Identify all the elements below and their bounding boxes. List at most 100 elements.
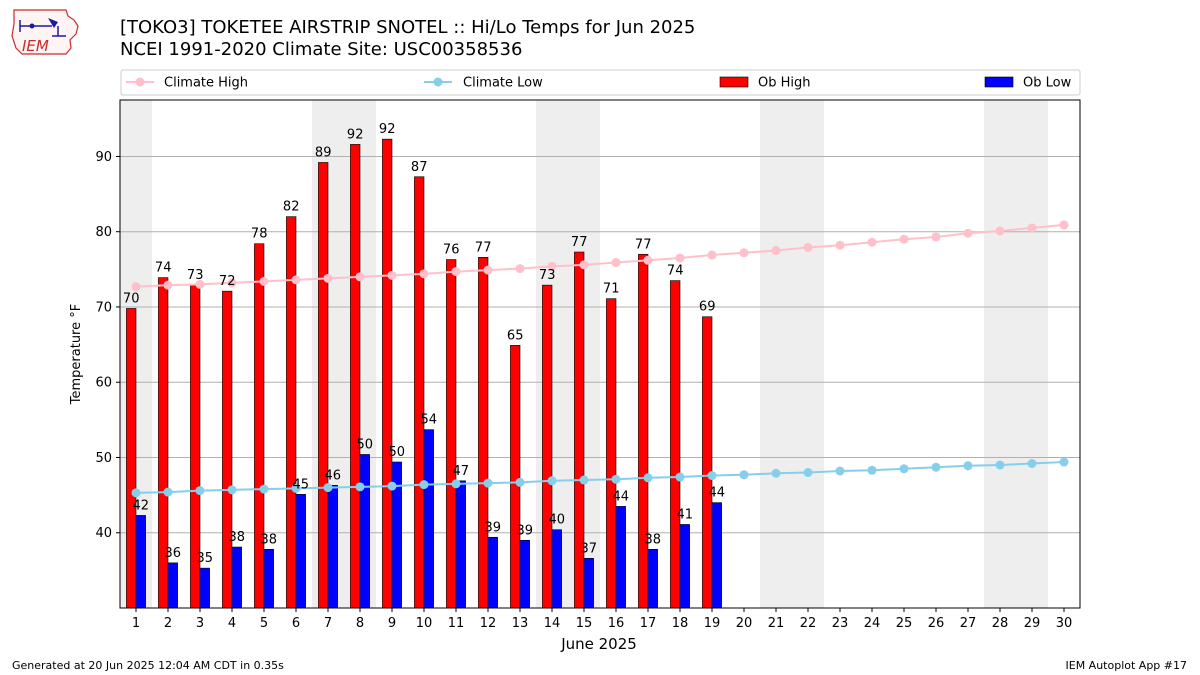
ob-high-bar bbox=[510, 345, 521, 609]
ob-low-bar bbox=[551, 529, 562, 609]
ob-high-bar bbox=[702, 316, 713, 609]
ob-low-label: 39 bbox=[485, 520, 502, 535]
weekend-band bbox=[792, 100, 824, 608]
weekend-band bbox=[984, 100, 1016, 608]
y-tick-label: 60 bbox=[95, 376, 112, 391]
ob-low-label: 38 bbox=[261, 532, 278, 547]
ob-low-bar bbox=[231, 546, 242, 609]
climate-low-point bbox=[291, 483, 301, 493]
climate-high-point bbox=[355, 272, 365, 282]
ob-high-bar bbox=[478, 256, 489, 609]
x-tick-label: 18 bbox=[672, 616, 689, 631]
climate-high-point bbox=[835, 240, 845, 250]
climate-low-point bbox=[867, 465, 877, 475]
ob-low-bar bbox=[295, 494, 306, 609]
y-tick-label: 40 bbox=[95, 526, 112, 541]
x-tick-label: 20 bbox=[736, 616, 753, 631]
ob-high-label: 92 bbox=[379, 122, 396, 137]
ob-high-bar bbox=[318, 162, 329, 609]
ob-high-label: 78 bbox=[251, 227, 268, 242]
climate-low-point bbox=[259, 484, 269, 494]
climate-high-point bbox=[611, 258, 621, 268]
x-tick-label: 30 bbox=[1056, 616, 1073, 631]
y-axis-label: Temperature °F bbox=[69, 304, 84, 405]
ob-low-bar bbox=[647, 548, 658, 609]
ob-high-bar bbox=[638, 253, 649, 609]
weekend-band bbox=[760, 100, 792, 608]
ob-high-bar bbox=[382, 138, 393, 609]
x-tick-label: 4 bbox=[228, 616, 236, 631]
x-tick-label: 10 bbox=[416, 616, 433, 631]
x-tick-label: 13 bbox=[512, 616, 529, 631]
y-tick-label: 80 bbox=[95, 225, 112, 240]
ob-low-bar bbox=[487, 536, 498, 609]
ob-low-label: 50 bbox=[389, 445, 406, 460]
y-axis: 40 50 60 70 80 90 bbox=[95, 150, 120, 541]
ob-low-label: 50 bbox=[357, 437, 374, 452]
climate-low-point bbox=[1059, 457, 1069, 467]
climate-low-point bbox=[163, 487, 173, 497]
ob-high-label: 77 bbox=[571, 235, 588, 250]
plot-frame bbox=[119, 99, 1081, 609]
ob-low-bar bbox=[583, 558, 594, 609]
climate-high-point bbox=[259, 276, 269, 286]
climate-high-point bbox=[707, 250, 717, 260]
climate-high-point bbox=[963, 228, 973, 238]
generated-timestamp: Generated at 20 Jun 2025 12:04 AM CDT in… bbox=[12, 659, 284, 672]
climate-low-point bbox=[195, 486, 205, 496]
climate-high-point bbox=[483, 265, 493, 275]
x-tick-label: 1 bbox=[132, 616, 140, 631]
climate-high-point bbox=[451, 267, 461, 277]
climate-low-point bbox=[387, 481, 397, 491]
title-line-2: NCEI 1991-2020 Climate Site: USC00358536 bbox=[120, 39, 523, 60]
climate-low-point bbox=[419, 480, 429, 490]
ob-low-label: 44 bbox=[613, 489, 630, 504]
climate-low-point bbox=[803, 468, 813, 478]
x-tick-label: 19 bbox=[704, 616, 721, 631]
x-tick-label: 9 bbox=[388, 616, 396, 631]
climate-low-point bbox=[707, 471, 717, 481]
ob-high-label: 69 bbox=[699, 300, 716, 315]
ob-low-label: 38 bbox=[229, 530, 246, 545]
ob-high-label: 65 bbox=[507, 328, 524, 343]
weekend-band bbox=[1016, 100, 1048, 608]
ob-high-bar bbox=[126, 308, 137, 609]
legend-ob-low-label: Ob Low bbox=[1023, 76, 1072, 91]
ob-low-label: 46 bbox=[325, 468, 342, 483]
climate-low-point bbox=[547, 476, 557, 486]
y-tick-label: 50 bbox=[95, 451, 112, 466]
ob-high-bar bbox=[222, 290, 233, 609]
title-line-1: [TOKO3] TOKETEE AIRSTRIP SNOTEL :: Hi/Lo… bbox=[120, 17, 696, 38]
legend-ob-high-swatch bbox=[719, 76, 749, 88]
climate-high-point bbox=[195, 279, 205, 289]
climate-low-point bbox=[611, 474, 621, 484]
ob-low-label: 39 bbox=[517, 523, 534, 538]
x-tick-label: 21 bbox=[768, 616, 785, 631]
x-tick-label: 11 bbox=[448, 616, 465, 631]
climate-high-point bbox=[675, 253, 685, 263]
climate-high-point bbox=[547, 261, 557, 271]
ob-low-label: 37 bbox=[581, 541, 598, 556]
climate-high-point bbox=[387, 270, 397, 280]
ob-low-label: 42 bbox=[133, 498, 150, 513]
ob-high-label: 77 bbox=[475, 240, 492, 255]
legend-climate-low-marker bbox=[433, 77, 443, 87]
ob-low-label: 54 bbox=[421, 413, 438, 428]
climate-high-point bbox=[579, 260, 589, 270]
x-tick-label: 2 bbox=[164, 616, 172, 631]
x-tick-label: 16 bbox=[608, 616, 625, 631]
ob-high-label: 76 bbox=[443, 243, 460, 258]
ob-low-bar bbox=[359, 454, 370, 609]
bar-labels: 70 74 73 72 78 82 89 92 92 87 76 77 65 73 77 71 77 74 69 42… bbox=[123, 122, 725, 566]
x-tick-label: 24 bbox=[864, 616, 881, 631]
ob-low-bar bbox=[199, 567, 210, 609]
ob-low-label: 45 bbox=[293, 477, 310, 492]
climate-high-point bbox=[515, 264, 525, 274]
x-tick-label: 5 bbox=[260, 616, 268, 631]
x-tick-label: 17 bbox=[640, 616, 657, 631]
climate-low-point bbox=[1027, 459, 1037, 469]
ob-low-bar bbox=[519, 539, 530, 609]
climate-low-point bbox=[323, 483, 333, 493]
climate-low-point bbox=[739, 470, 749, 480]
